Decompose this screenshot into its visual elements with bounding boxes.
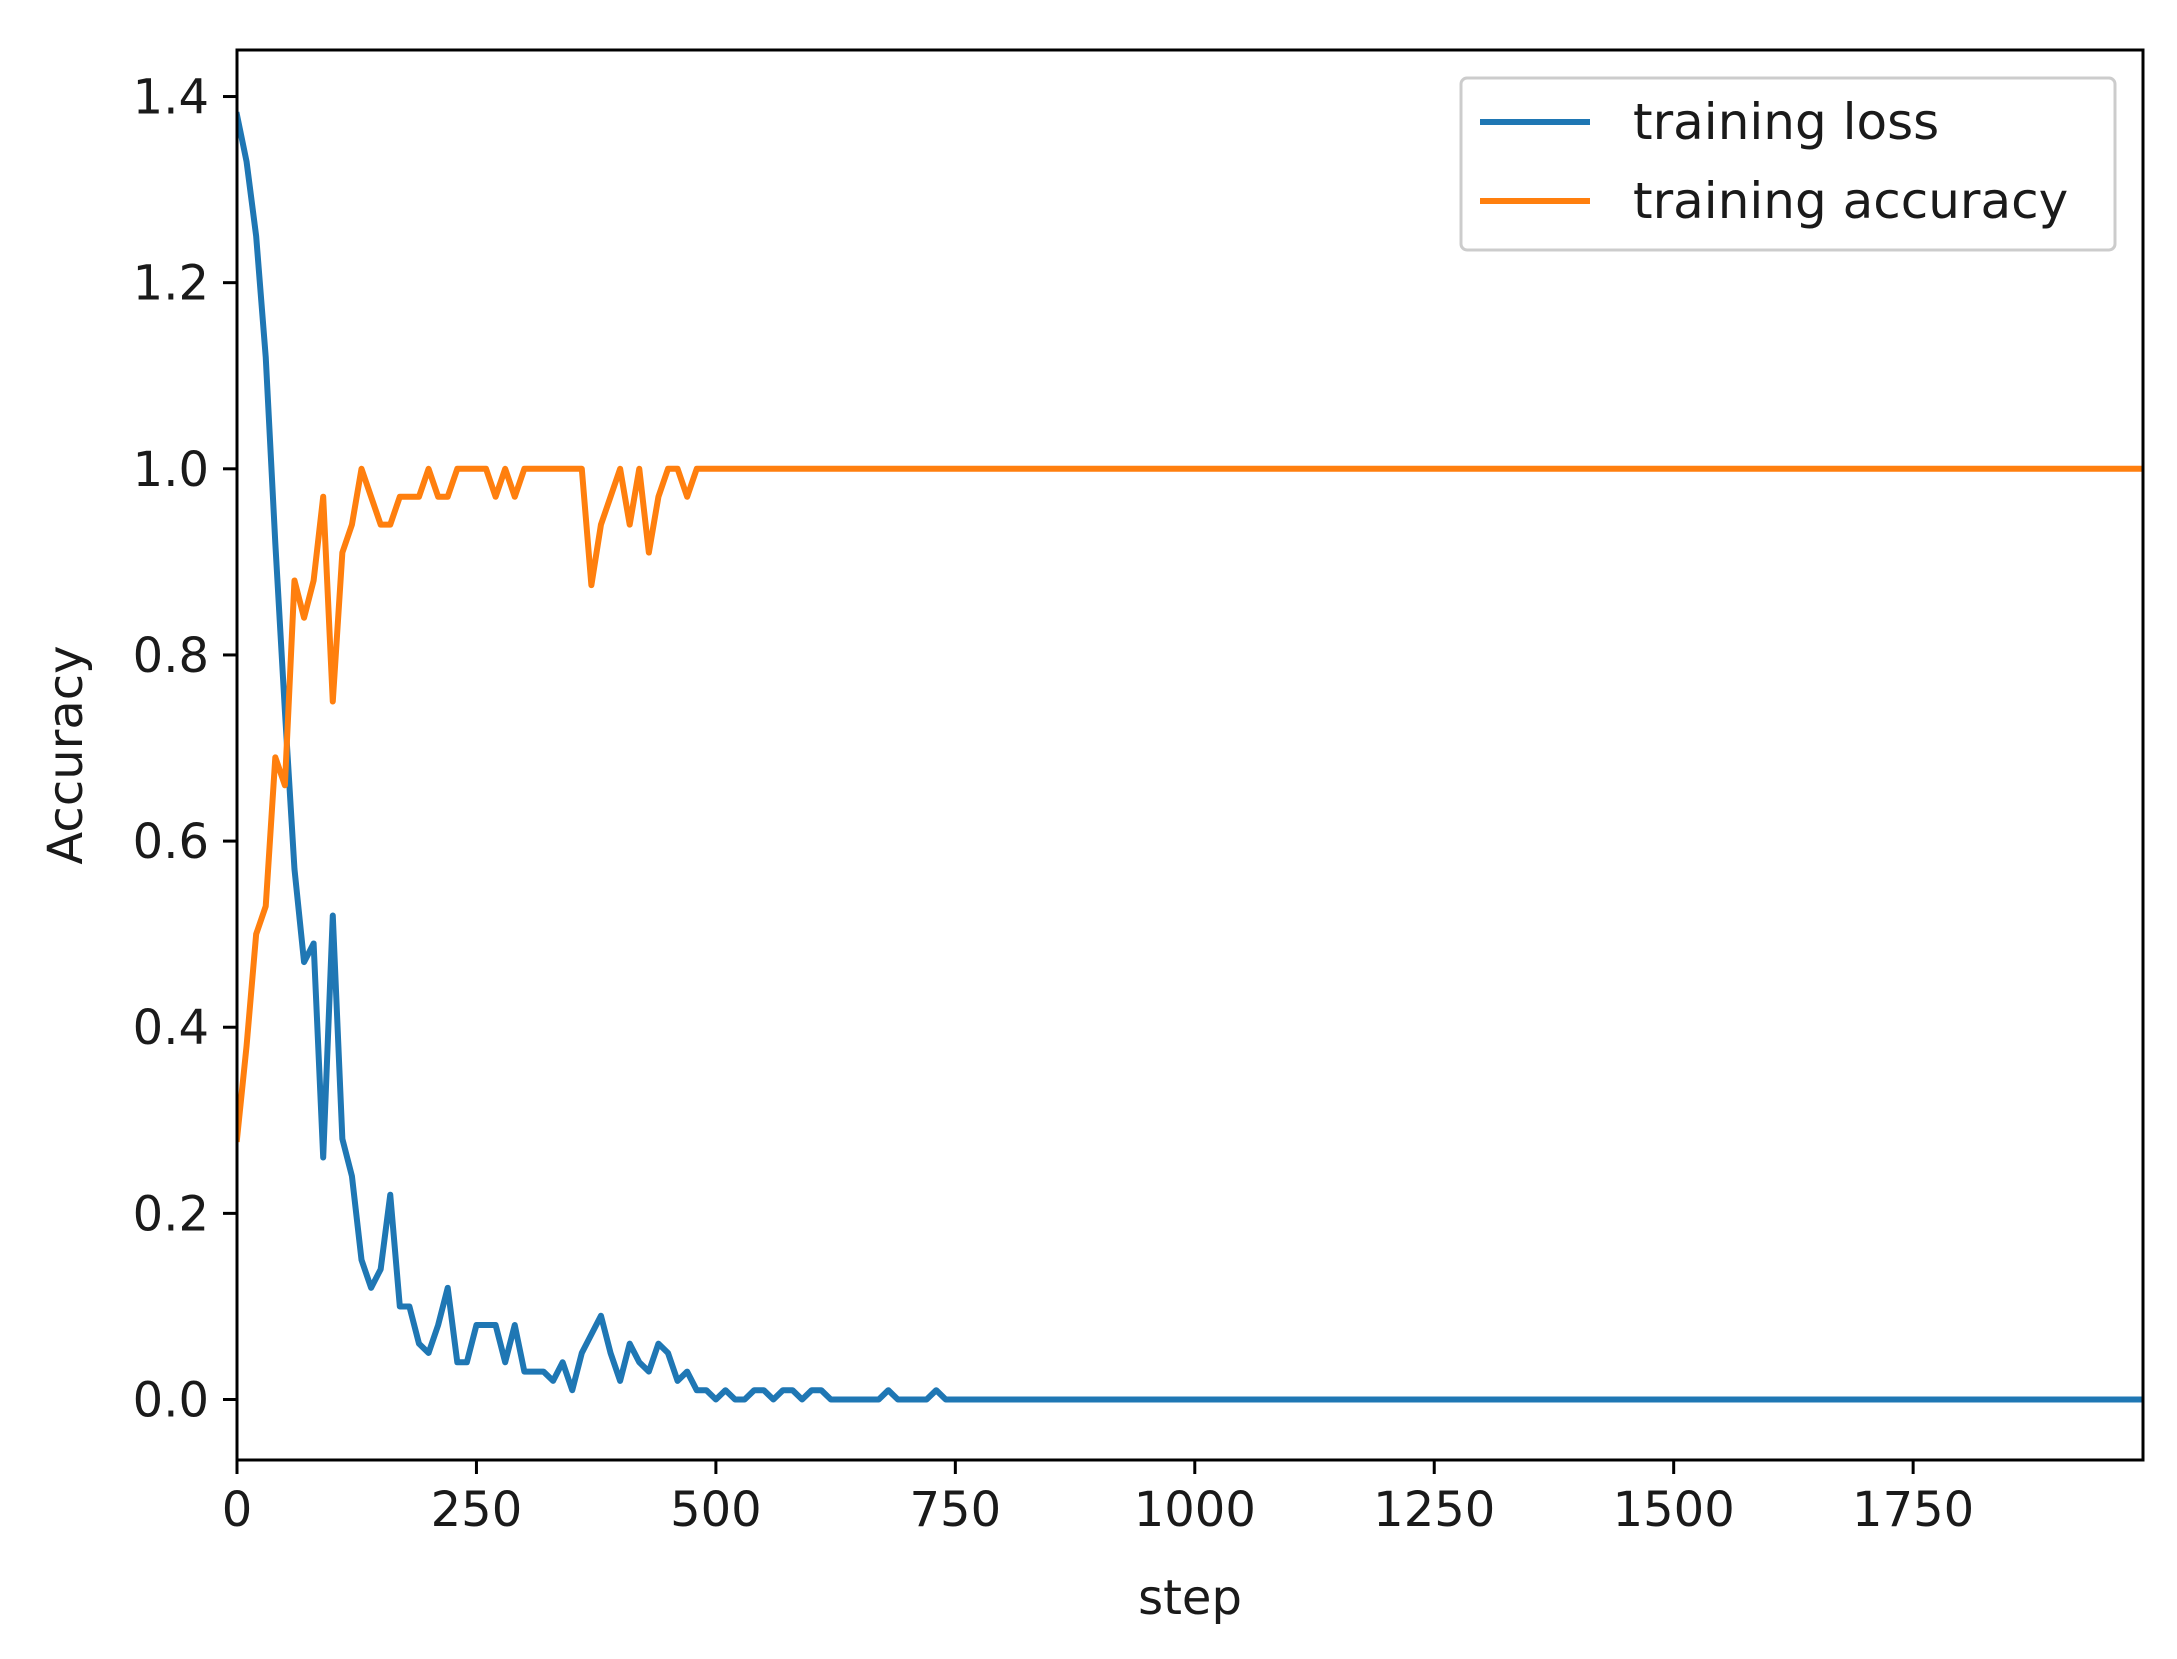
x-tick-label: 0: [222, 1482, 253, 1538]
y-tick-label: 0.8: [133, 628, 209, 684]
y-tick-label: 1.2: [133, 256, 209, 312]
x-tick-label: 500: [670, 1482, 762, 1538]
legend-box: [1459, 76, 2117, 252]
y-tick-label: 1.4: [133, 70, 209, 126]
y-axis-label: Accuracy: [38, 645, 94, 864]
y-tick-label: 0.2: [133, 1186, 209, 1242]
legend-label-training-loss: training loss: [1633, 93, 1939, 151]
series-line-training-accuracy: [237, 465, 2143, 1143]
x-tick-label: 250: [431, 1482, 523, 1538]
y-tick-label: 1.0: [133, 442, 209, 498]
plot-area: [237, 111, 2143, 1403]
x-tick-label: 1250: [1373, 1482, 1495, 1538]
legend-label-training-accuracy: training accuracy: [1633, 172, 2068, 230]
x-tick-label: 1750: [1852, 1482, 1974, 1538]
x-axis-label: step: [1138, 1570, 1242, 1626]
y-tick-label: 0.0: [133, 1373, 209, 1429]
y-tick-label: 0.4: [133, 1000, 209, 1056]
series-line-training-loss: [237, 111, 2143, 1403]
x-tick-label: 1000: [1134, 1482, 1256, 1538]
legend: training loss training accuracy: [1459, 76, 2117, 252]
plot-frame: [235, 48, 2145, 1462]
y-tick-label: 0.6: [133, 814, 209, 870]
axes: 0 250 500 750 1000 1250 1500 1750 0.0 0.2 0.4 0.6 0.…: [133, 48, 2145, 1538]
x-tick-label: 1500: [1613, 1482, 1735, 1538]
x-tick-label: 750: [910, 1482, 1002, 1538]
